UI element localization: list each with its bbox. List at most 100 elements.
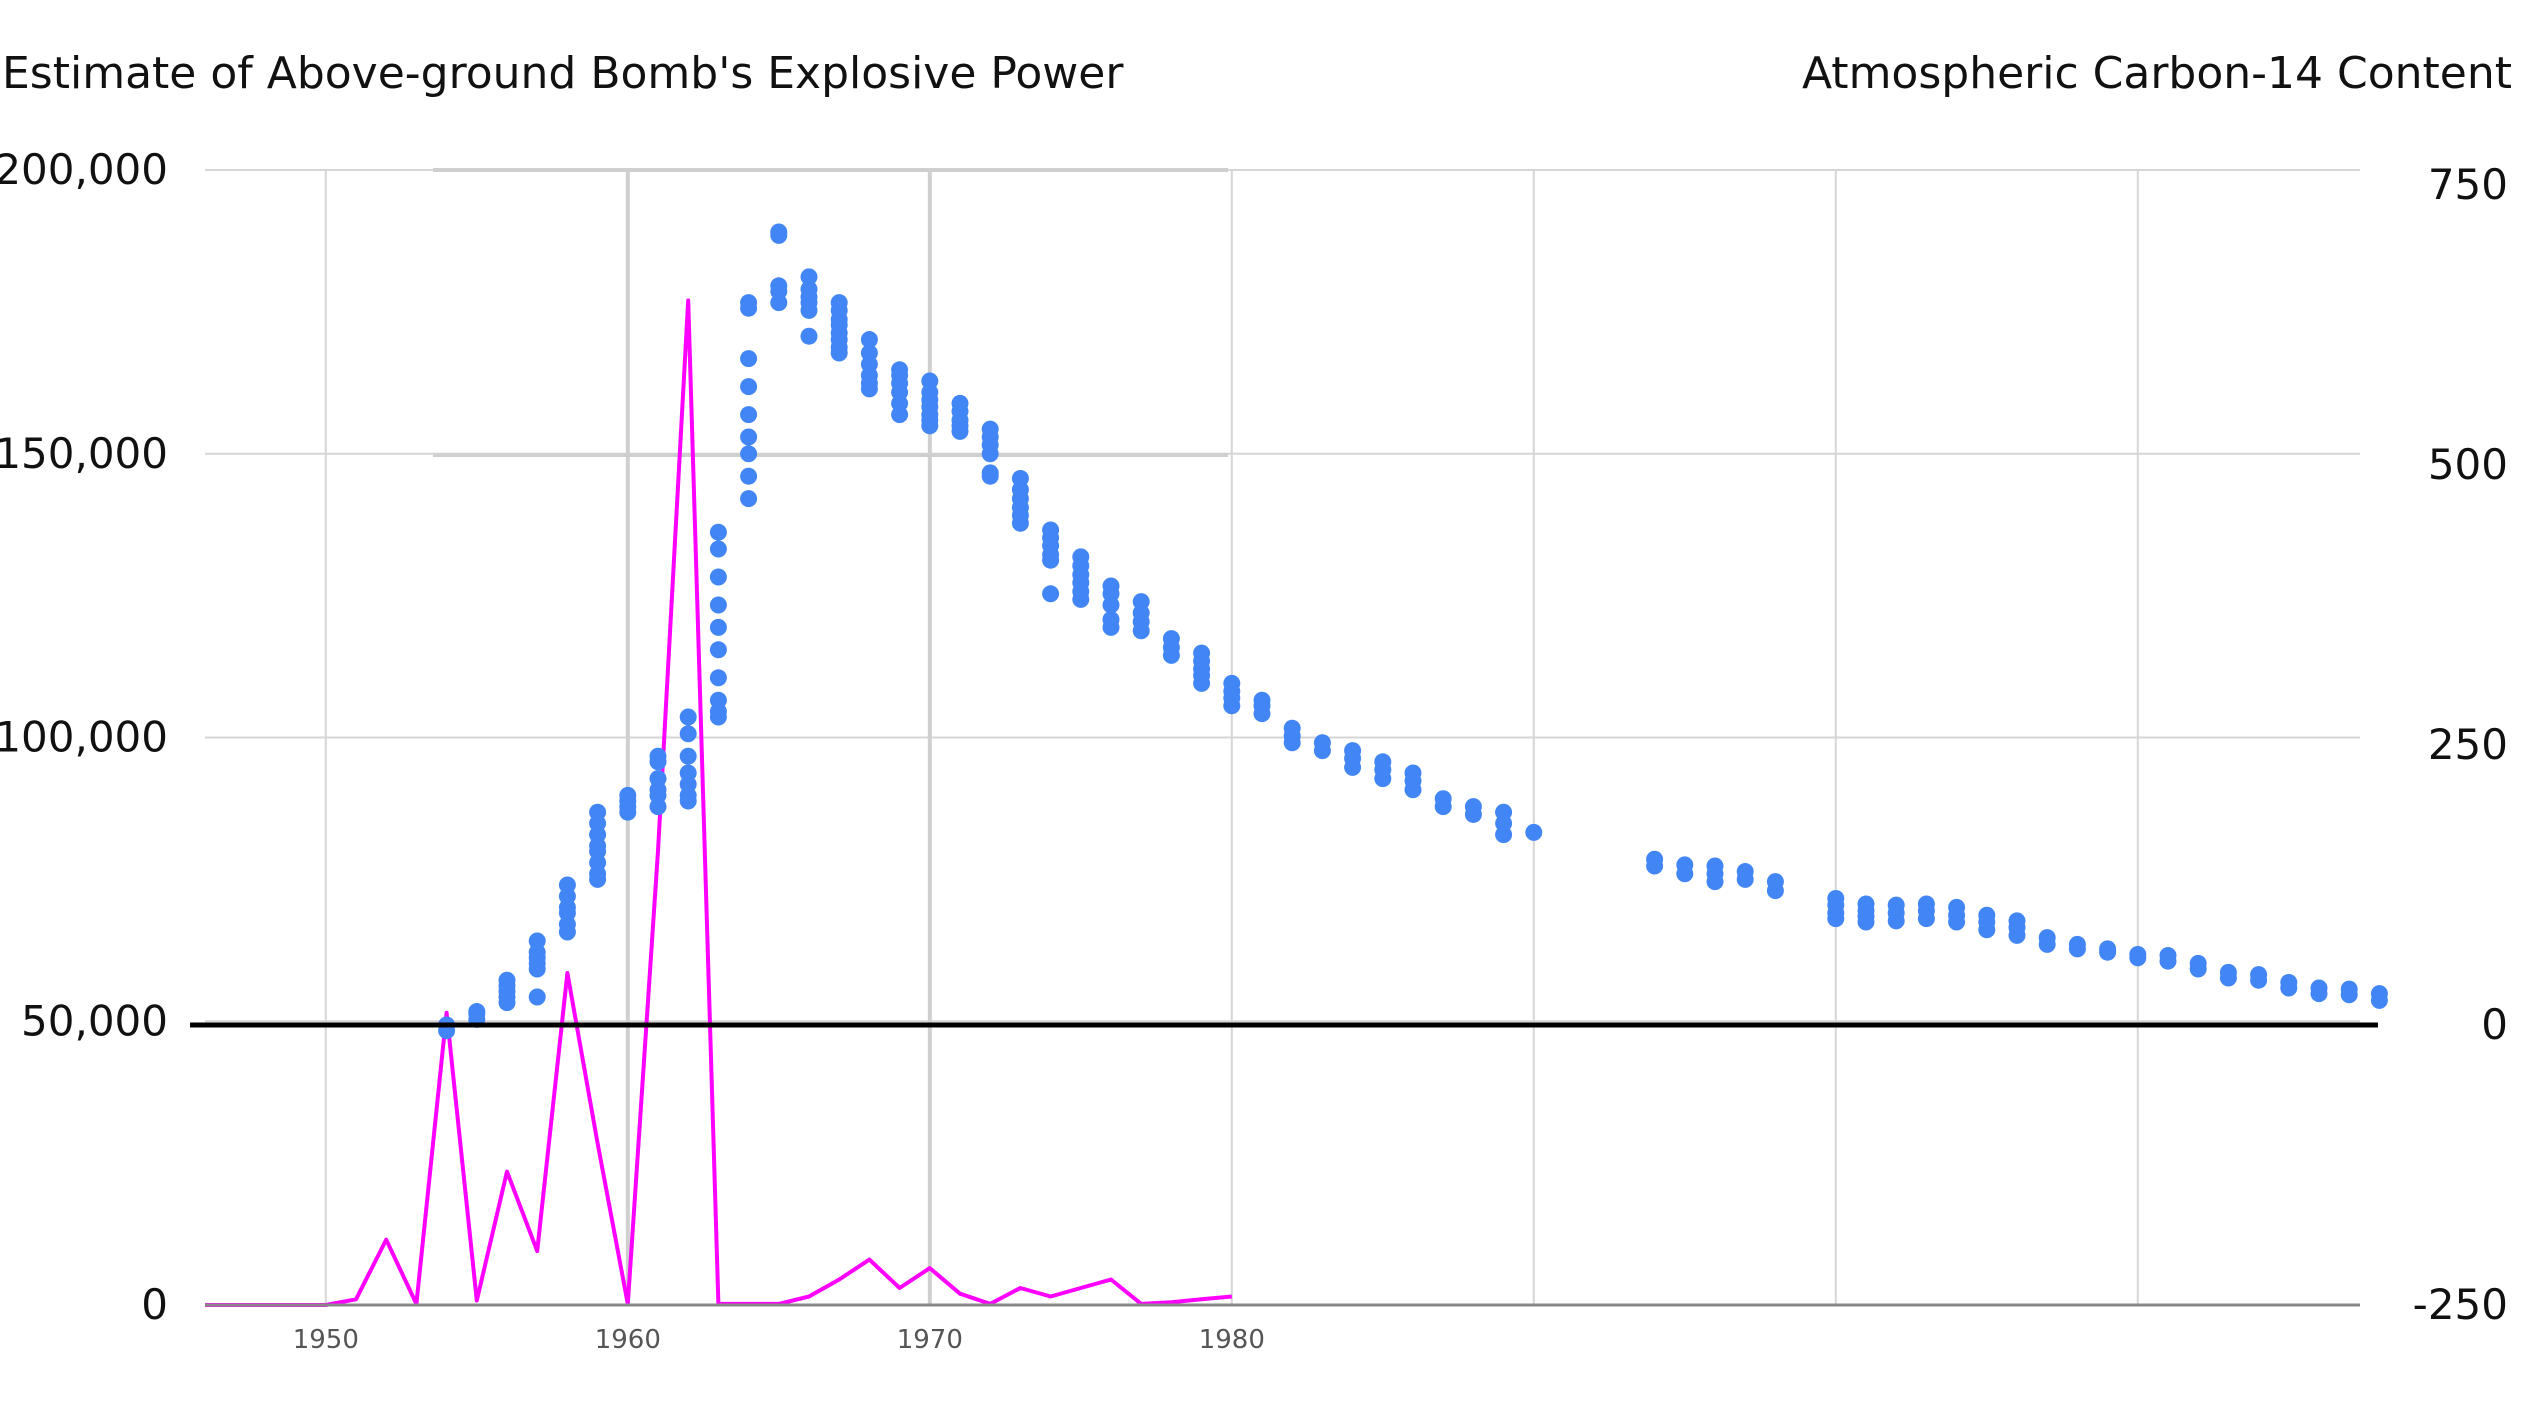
x-tick-label: 1970 <box>897 1325 963 1355</box>
scatter-point <box>468 1003 486 1021</box>
scatter-point <box>679 764 697 782</box>
scatter-point <box>558 876 576 894</box>
scatter-point <box>830 294 848 312</box>
scatter-point <box>1374 753 1392 771</box>
scatter-point <box>1766 873 1784 891</box>
scatter-point <box>1495 803 1513 821</box>
scatter-point <box>498 971 516 989</box>
scatter-point <box>1283 719 1301 737</box>
scatter-point <box>740 350 758 368</box>
scatter-point <box>740 294 758 312</box>
left-y-tick-label: 50,000 <box>21 996 168 1045</box>
right-y-tick-label: -250 <box>2413 1280 2508 1329</box>
line-path <box>205 298 1232 1307</box>
scatter-point <box>2129 945 2147 963</box>
scatter-point <box>2310 979 2328 997</box>
scatter-point <box>2038 929 2056 947</box>
scatter-point <box>1464 798 1482 816</box>
scatter-point <box>709 523 727 541</box>
scatter-point <box>2008 912 2026 930</box>
x-tick-label: 1960 <box>595 1325 661 1355</box>
scatter-point <box>981 464 999 482</box>
right-y-tick-label: 0 <box>2481 1000 2508 1049</box>
right-y-tick-label: 500 <box>2428 440 2508 489</box>
scatter-point <box>709 568 727 586</box>
scatter-point <box>1646 850 1664 868</box>
scatter-point <box>528 988 546 1006</box>
right-axis-title: Atmospheric Carbon-14 Content <box>1802 48 2512 99</box>
scatter-point <box>619 786 637 804</box>
scatter-point <box>770 223 788 241</box>
scatter-point <box>709 641 727 659</box>
scatter-series-carbon-14 <box>438 223 2388 1040</box>
scatter-point <box>2099 940 2117 958</box>
scatter-point <box>1162 630 1180 648</box>
scatter-point <box>709 540 727 558</box>
scatter-point <box>1344 742 1362 760</box>
scatter-point <box>709 596 727 614</box>
scatter-point <box>1223 674 1241 692</box>
scatter-point <box>709 691 727 709</box>
scatter-point <box>740 445 758 463</box>
scatter-point <box>740 467 758 485</box>
scatter-point <box>2370 985 2388 1003</box>
scatter-point <box>709 669 727 687</box>
left-y-tick-label: 200,000 <box>0 145 168 194</box>
scatter-point <box>1253 691 1271 709</box>
scatter-point <box>981 420 999 438</box>
scatter-point <box>1011 469 1029 487</box>
scatter-point <box>2250 966 2268 984</box>
scatter-point <box>1042 585 1060 603</box>
scatter-point <box>2159 947 2177 965</box>
left-y-tick-label: 0 <box>141 1280 168 1329</box>
scatter-point <box>1404 764 1422 782</box>
scatter-point <box>2219 963 2237 981</box>
scatter-point <box>800 327 818 345</box>
scatter-point <box>2068 935 2086 953</box>
scatter-point <box>1948 898 1966 916</box>
scatter-point <box>1857 895 1875 913</box>
scatter-point <box>740 428 758 446</box>
scatter-point <box>740 378 758 396</box>
scatter-point <box>1434 790 1452 808</box>
scatter-point <box>1706 857 1724 875</box>
scatter-point <box>1102 577 1120 595</box>
scatter-point <box>740 490 758 508</box>
left-y-tick-label: 150,000 <box>0 429 168 478</box>
scatter-point <box>1676 856 1694 874</box>
scatter-point <box>2280 973 2298 991</box>
scatter-point <box>800 280 818 298</box>
scatter-point <box>649 770 667 788</box>
chart-gridlines <box>205 168 2360 1305</box>
chart-labels: Estimate of Above-ground Bomb's Explosiv… <box>0 48 2512 1355</box>
scatter-point <box>679 708 697 726</box>
chart-axes <box>190 1022 2378 1307</box>
scatter-point <box>1102 611 1120 629</box>
scatter-point <box>860 331 878 349</box>
scatter-point <box>921 372 939 390</box>
scatter-point <box>800 268 818 286</box>
scatter-point <box>649 747 667 765</box>
scatter-point <box>1132 593 1150 611</box>
scatter-point <box>740 406 758 424</box>
scatter-point <box>1042 521 1060 539</box>
scatter-point <box>1313 734 1331 752</box>
left-axis-title: Estimate of Above-ground Bomb's Explosiv… <box>2 48 1124 99</box>
scatter-point <box>709 618 727 636</box>
scatter-point <box>679 747 697 765</box>
left-y-tick-label: 100,000 <box>0 713 168 762</box>
scatter-point <box>1736 863 1754 881</box>
scatter-point <box>679 725 697 743</box>
x-tick-label: 1980 <box>1199 1325 1265 1355</box>
scatter-point <box>1887 896 1905 914</box>
scatter-point <box>1193 644 1211 662</box>
x-tick-label: 1950 <box>293 1325 359 1355</box>
right-y-tick-label: 250 <box>2428 720 2508 769</box>
scatter-point <box>951 394 969 412</box>
scatter-point <box>860 344 878 362</box>
scatter-point <box>1525 823 1543 841</box>
scatter-point <box>589 803 607 821</box>
scatter-point <box>528 932 546 950</box>
line-series-bomb-power <box>204 298 1232 1307</box>
